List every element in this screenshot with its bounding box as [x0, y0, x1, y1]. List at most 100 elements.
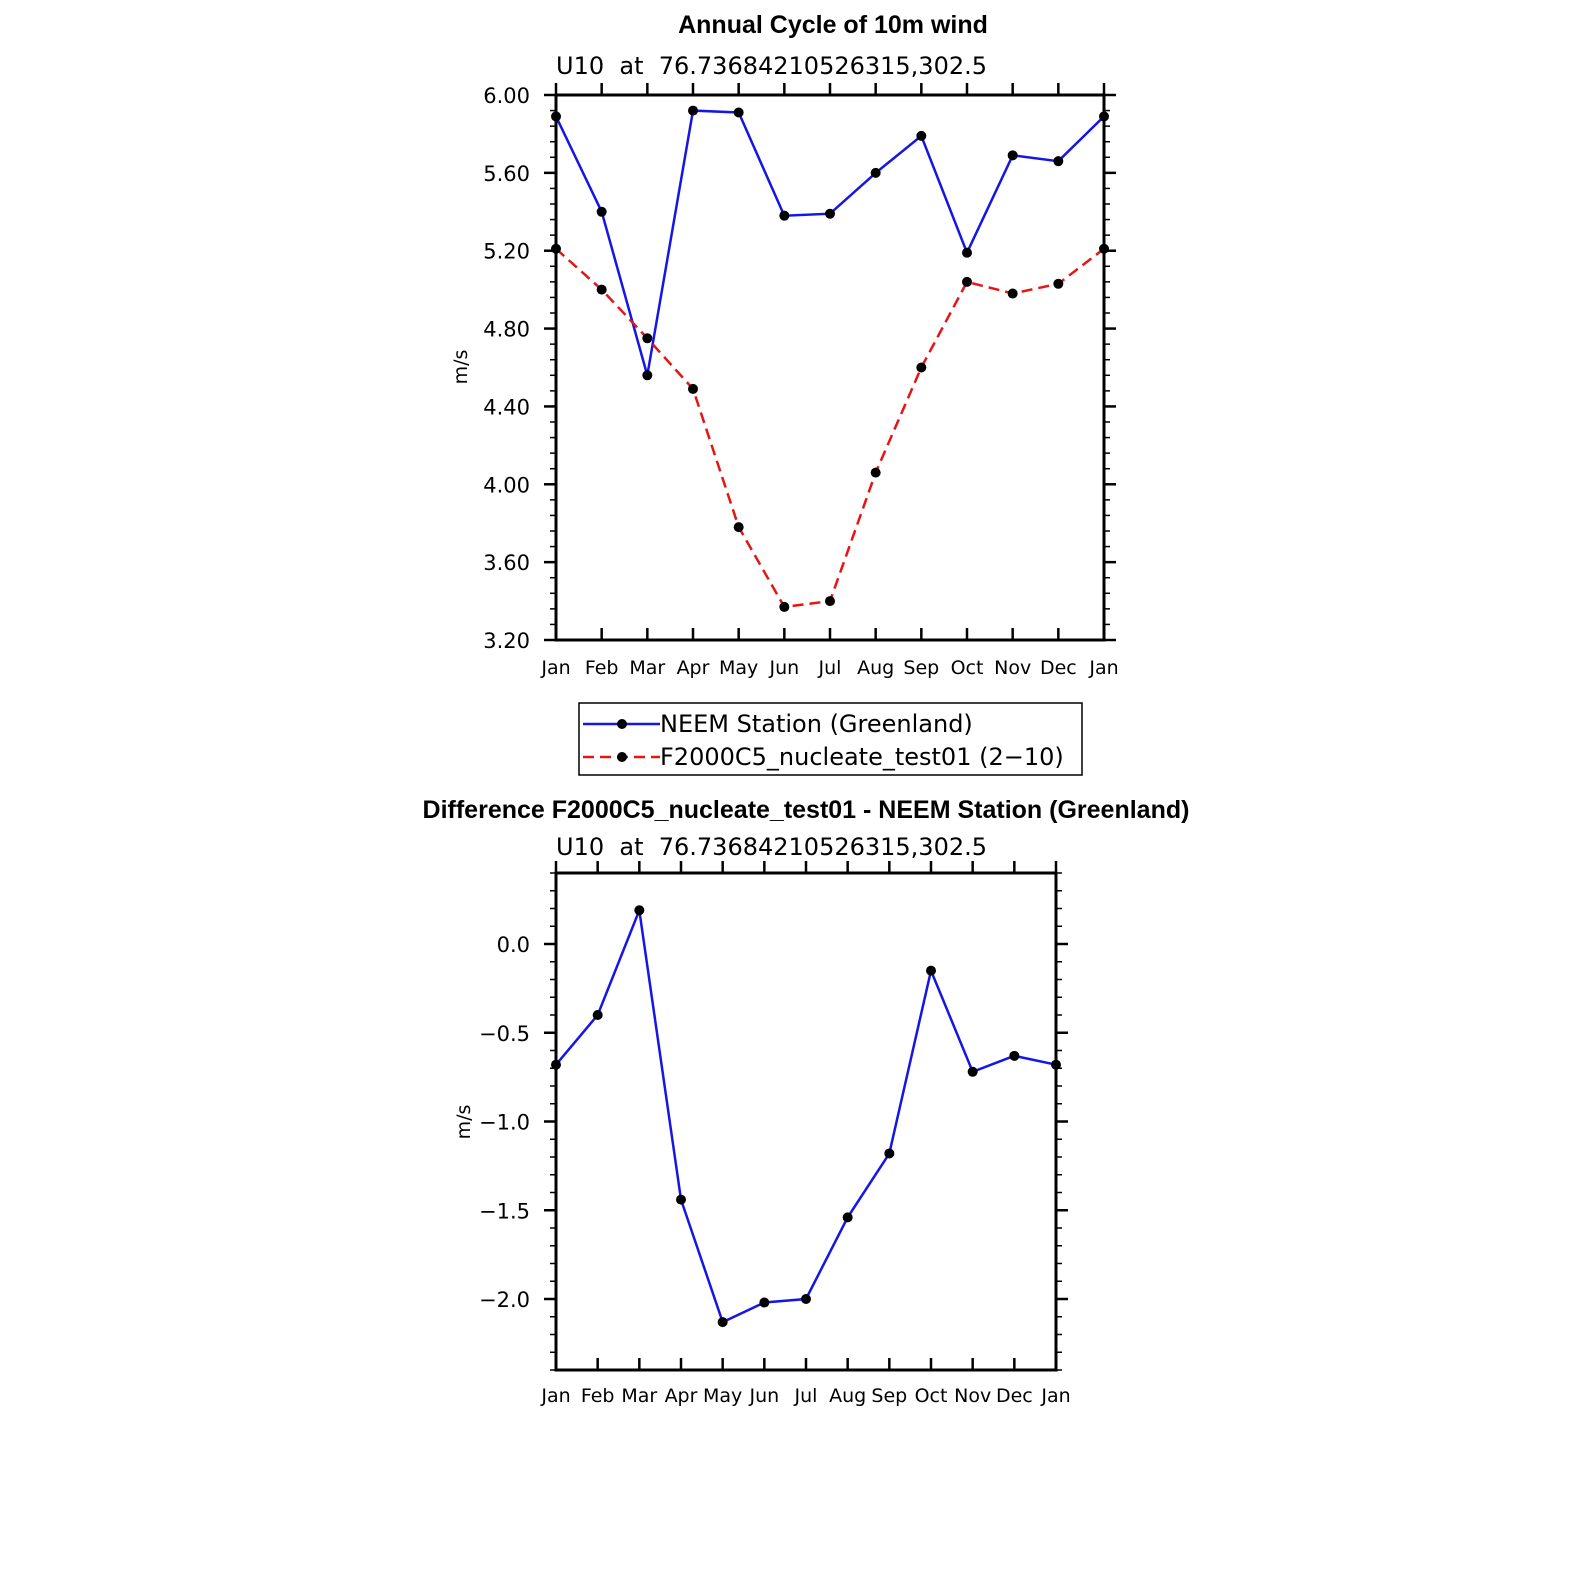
y-tick-label: −2.0	[479, 1288, 530, 1312]
data-point	[962, 276, 972, 287]
chart-title: Annual Cycle of 10m wind	[678, 11, 988, 39]
data-point	[926, 965, 936, 976]
plot-series	[551, 905, 1061, 1328]
chart-subtitle: U10 at 76.73684210526315,302.5	[556, 52, 987, 80]
legend-box	[578, 702, 1083, 776]
data-point	[634, 905, 645, 916]
y-tick-label: 6.00	[483, 84, 530, 108]
x-tick-label: Mar	[621, 1385, 657, 1407]
x-tick-label: Sep	[871, 1385, 907, 1407]
series-line-0	[554, 109, 1105, 376]
x-tick-label: Apr	[665, 1385, 698, 1407]
y-tick-label: 3.60	[483, 551, 530, 575]
x-tick-label: May	[719, 657, 758, 679]
data-point	[779, 210, 790, 221]
x-tick-label: Jan	[1088, 657, 1118, 679]
y-axis-label: m/s	[453, 1105, 475, 1140]
x-tick-label: Jul	[818, 657, 842, 679]
data-point	[717, 1317, 728, 1328]
data-point	[592, 1010, 603, 1020]
y-tick-labels: 0.0 −0.5 −1.0 −1.5 −2.0	[479, 933, 530, 1312]
y-tick-label: 4.00	[483, 473, 530, 497]
legend-item-neem: NEEM Station (Greenland)	[583, 710, 973, 738]
y-tick-label: 4.40	[483, 395, 530, 419]
legend-item-model: F2000C5_nucleate_test01 (2−10)	[583, 743, 1064, 771]
data-point	[596, 284, 607, 295]
data-point	[825, 596, 835, 607]
legend-marker-model	[617, 752, 627, 762]
difference-panel: Difference F2000C5_nucleate_test01 - NEE…	[423, 796, 1190, 1407]
plot-frame	[554, 871, 1058, 1372]
data-point	[962, 247, 972, 258]
data-point	[884, 1148, 895, 1159]
data-point	[676, 1194, 686, 1205]
y-axis-label: m/s	[450, 350, 472, 385]
x-tick-label: Apr	[677, 657, 710, 679]
data-point	[916, 130, 927, 141]
x-tick-label: Feb	[581, 1385, 615, 1407]
annual-cycle-panel: Annual Cycle of 10m wind U10 at 76.73684…	[450, 11, 1119, 776]
x-tick-labels: Jan Feb Mar Apr May Jun Jul Aug Sep Oct Nov Dec Jan	[540, 1385, 1070, 1407]
data-point	[1009, 1050, 1020, 1061]
x-tick-label: Jan	[1040, 1385, 1070, 1407]
data-point	[870, 167, 881, 178]
x-tick-label: Feb	[585, 657, 619, 679]
data-point	[967, 1066, 978, 1077]
y-tick-label: 5.20	[483, 240, 530, 264]
chart-subtitle: U10 at 76.73684210526315,302.5	[556, 833, 987, 861]
x-tick-label: Dec	[1040, 657, 1077, 679]
x-tick-label: Nov	[994, 657, 1031, 679]
data-point	[596, 206, 607, 217]
legend: NEEM Station (Greenland) F2000C5_nucleat…	[578, 702, 1083, 776]
x-tick-label: May	[703, 1385, 742, 1407]
chart-title: Difference F2000C5_nucleate_test01 - NEE…	[423, 796, 1190, 824]
data-point	[779, 601, 790, 612]
data-point	[1007, 150, 1018, 161]
x-tick-label: Jul	[794, 1385, 818, 1407]
x-tick-label: Jan	[540, 1385, 570, 1407]
plot-series	[551, 105, 1109, 612]
data-point	[688, 383, 698, 394]
x-tick-labels: Jan Feb Mar Apr May Jun Jul Aug Sep Oct Nov Dec Jan	[540, 657, 1118, 679]
legend-label-model: F2000C5_nucleate_test01 (2−10)	[660, 743, 1064, 771]
data-point	[733, 107, 744, 118]
x-tick-label: Jun	[748, 1385, 779, 1407]
data-point	[1053, 156, 1064, 167]
x-tick-label: Jan	[540, 657, 570, 679]
y-tick-label: −0.5	[479, 1022, 530, 1046]
axis-ticks	[544, 861, 1068, 1371]
data-point	[870, 467, 881, 478]
data-point	[842, 1212, 853, 1223]
legend-marker-neem	[617, 719, 627, 729]
legend-label-neem: NEEM Station (Greenland)	[660, 710, 973, 738]
y-tick-label: 4.80	[483, 318, 530, 342]
data-point	[688, 105, 698, 116]
data-point	[1053, 278, 1064, 289]
series-line-0	[555, 905, 1057, 1324]
y-tick-label: −1.0	[479, 1111, 530, 1135]
x-tick-label: Oct	[915, 1385, 948, 1407]
axis-ticks	[544, 83, 1116, 642]
data-point	[825, 208, 835, 219]
series-line-1	[555, 247, 1105, 609]
data-point	[916, 362, 927, 373]
data-point	[1007, 288, 1018, 299]
x-tick-label: Sep	[903, 657, 939, 679]
x-tick-label: Mar	[629, 657, 665, 679]
x-tick-label: Nov	[954, 1385, 991, 1407]
x-tick-label: Jun	[768, 657, 799, 679]
y-tick-label: 3.20	[483, 629, 530, 653]
y-tick-labels: 6.00 5.60 5.20 4.80 4.40 4.00 3.60 3.20	[483, 84, 530, 653]
data-point	[801, 1294, 811, 1304]
y-tick-label: −1.5	[479, 1199, 530, 1223]
x-tick-label: Oct	[951, 657, 984, 679]
plot-frame	[554, 93, 1106, 642]
x-tick-label: Dec	[996, 1385, 1033, 1407]
y-tick-label: 0.0	[497, 933, 530, 957]
x-tick-label: Aug	[857, 657, 894, 679]
data-point	[759, 1297, 770, 1308]
data-point	[642, 333, 653, 344]
data-point	[642, 370, 653, 381]
y-tick-label: 5.60	[483, 162, 530, 186]
